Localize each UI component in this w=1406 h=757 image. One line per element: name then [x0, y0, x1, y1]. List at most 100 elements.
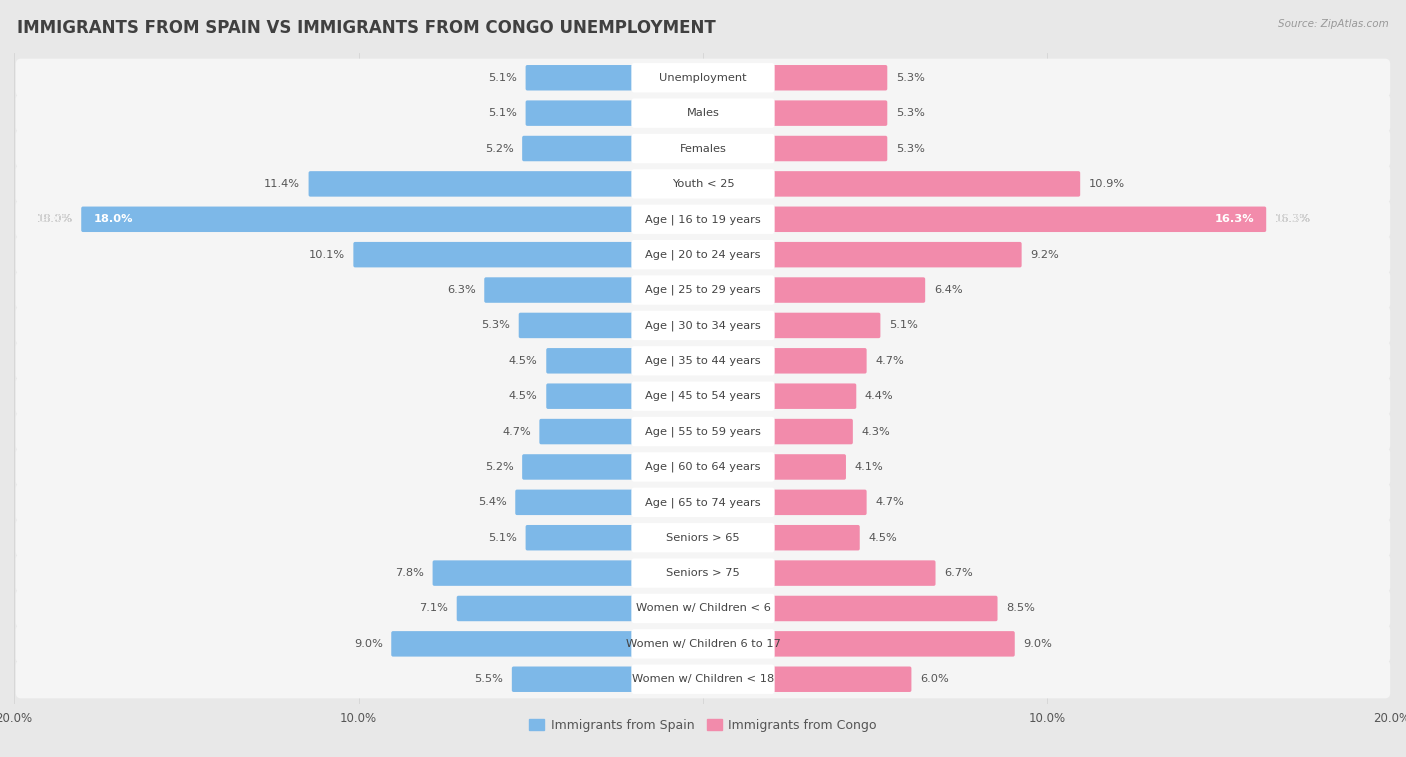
Text: 16.3%: 16.3%	[1275, 214, 1310, 224]
FancyBboxPatch shape	[15, 519, 1391, 557]
FancyBboxPatch shape	[433, 560, 704, 586]
Text: 5.4%: 5.4%	[478, 497, 506, 507]
Text: Age | 65 to 74 years: Age | 65 to 74 years	[645, 497, 761, 508]
Text: 4.7%: 4.7%	[875, 356, 904, 366]
Text: 5.3%: 5.3%	[896, 73, 925, 83]
FancyBboxPatch shape	[15, 660, 1391, 699]
FancyBboxPatch shape	[15, 307, 1391, 344]
Text: 5.3%: 5.3%	[481, 320, 510, 330]
FancyBboxPatch shape	[702, 560, 935, 586]
FancyBboxPatch shape	[702, 348, 866, 373]
FancyBboxPatch shape	[547, 384, 704, 409]
FancyBboxPatch shape	[15, 590, 1391, 628]
FancyBboxPatch shape	[522, 454, 704, 480]
Text: Age | 35 to 44 years: Age | 35 to 44 years	[645, 356, 761, 366]
Text: Females: Females	[679, 144, 727, 154]
FancyBboxPatch shape	[15, 165, 1391, 203]
FancyBboxPatch shape	[526, 101, 704, 126]
FancyBboxPatch shape	[631, 240, 775, 269]
Text: 16.3%: 16.3%	[1275, 214, 1310, 224]
Text: Youth < 25: Youth < 25	[672, 179, 734, 189]
FancyBboxPatch shape	[631, 204, 775, 234]
FancyBboxPatch shape	[15, 341, 1391, 380]
Text: 5.2%: 5.2%	[485, 462, 513, 472]
FancyBboxPatch shape	[702, 384, 856, 409]
FancyBboxPatch shape	[631, 276, 775, 305]
Text: 4.5%: 4.5%	[509, 391, 537, 401]
FancyBboxPatch shape	[526, 65, 704, 91]
Text: 10.1%: 10.1%	[309, 250, 344, 260]
Text: Seniors > 75: Seniors > 75	[666, 568, 740, 578]
Text: 5.1%: 5.1%	[488, 73, 517, 83]
Text: 16.3%: 16.3%	[1215, 214, 1254, 224]
Text: Source: ZipAtlas.com: Source: ZipAtlas.com	[1278, 19, 1389, 29]
FancyBboxPatch shape	[15, 58, 1391, 97]
Text: 18.0%: 18.0%	[37, 214, 73, 224]
FancyBboxPatch shape	[631, 346, 775, 375]
FancyBboxPatch shape	[702, 65, 887, 91]
FancyBboxPatch shape	[702, 171, 1080, 197]
Text: 18.0%: 18.0%	[93, 214, 132, 224]
FancyBboxPatch shape	[15, 129, 1391, 167]
Text: 5.3%: 5.3%	[896, 144, 925, 154]
Text: 5.1%: 5.1%	[488, 533, 517, 543]
Text: 10.9%: 10.9%	[1088, 179, 1125, 189]
FancyBboxPatch shape	[15, 377, 1391, 416]
Text: 8.5%: 8.5%	[1007, 603, 1035, 613]
FancyBboxPatch shape	[631, 523, 775, 553]
FancyBboxPatch shape	[631, 417, 775, 447]
Text: IMMIGRANTS FROM SPAIN VS IMMIGRANTS FROM CONGO UNEMPLOYMENT: IMMIGRANTS FROM SPAIN VS IMMIGRANTS FROM…	[17, 19, 716, 37]
FancyBboxPatch shape	[15, 413, 1391, 450]
Text: 5.5%: 5.5%	[474, 674, 503, 684]
FancyBboxPatch shape	[15, 235, 1391, 274]
Text: 5.1%: 5.1%	[488, 108, 517, 118]
FancyBboxPatch shape	[631, 170, 775, 198]
FancyBboxPatch shape	[631, 593, 775, 623]
Text: 4.5%: 4.5%	[869, 533, 897, 543]
Text: 9.2%: 9.2%	[1031, 250, 1059, 260]
FancyBboxPatch shape	[631, 98, 775, 128]
Text: Males: Males	[686, 108, 720, 118]
FancyBboxPatch shape	[353, 242, 704, 267]
Text: 7.1%: 7.1%	[419, 603, 449, 613]
FancyBboxPatch shape	[631, 665, 775, 694]
Text: 6.0%: 6.0%	[920, 674, 949, 684]
Text: Women w/ Children 6 to 17: Women w/ Children 6 to 17	[626, 639, 780, 649]
FancyBboxPatch shape	[631, 63, 775, 92]
FancyBboxPatch shape	[631, 559, 775, 587]
FancyBboxPatch shape	[15, 483, 1391, 522]
FancyBboxPatch shape	[540, 419, 704, 444]
FancyBboxPatch shape	[702, 454, 846, 480]
Text: Age | 45 to 54 years: Age | 45 to 54 years	[645, 391, 761, 401]
Text: 5.3%: 5.3%	[896, 108, 925, 118]
Text: 5.2%: 5.2%	[485, 144, 513, 154]
Text: 11.4%: 11.4%	[264, 179, 299, 189]
FancyBboxPatch shape	[82, 207, 704, 232]
FancyBboxPatch shape	[15, 94, 1391, 132]
FancyBboxPatch shape	[15, 554, 1391, 592]
Text: Age | 25 to 29 years: Age | 25 to 29 years	[645, 285, 761, 295]
FancyBboxPatch shape	[522, 136, 704, 161]
Text: 18.0%: 18.0%	[37, 214, 73, 224]
FancyBboxPatch shape	[512, 666, 704, 692]
Text: 4.7%: 4.7%	[502, 427, 531, 437]
Legend: Immigrants from Spain, Immigrants from Congo: Immigrants from Spain, Immigrants from C…	[524, 714, 882, 737]
FancyBboxPatch shape	[631, 382, 775, 411]
Text: 6.7%: 6.7%	[945, 568, 973, 578]
Text: 5.1%: 5.1%	[889, 320, 918, 330]
FancyBboxPatch shape	[702, 631, 1015, 656]
FancyBboxPatch shape	[484, 277, 704, 303]
FancyBboxPatch shape	[702, 596, 997, 621]
FancyBboxPatch shape	[15, 271, 1391, 309]
FancyBboxPatch shape	[631, 488, 775, 517]
Text: 4.3%: 4.3%	[862, 427, 890, 437]
Text: 9.0%: 9.0%	[354, 639, 382, 649]
Text: Seniors > 65: Seniors > 65	[666, 533, 740, 543]
Text: 6.4%: 6.4%	[934, 285, 963, 295]
FancyBboxPatch shape	[702, 207, 1267, 232]
Text: Age | 20 to 24 years: Age | 20 to 24 years	[645, 249, 761, 260]
FancyBboxPatch shape	[631, 629, 775, 659]
FancyBboxPatch shape	[631, 134, 775, 164]
FancyBboxPatch shape	[631, 452, 775, 481]
FancyBboxPatch shape	[515, 490, 704, 515]
